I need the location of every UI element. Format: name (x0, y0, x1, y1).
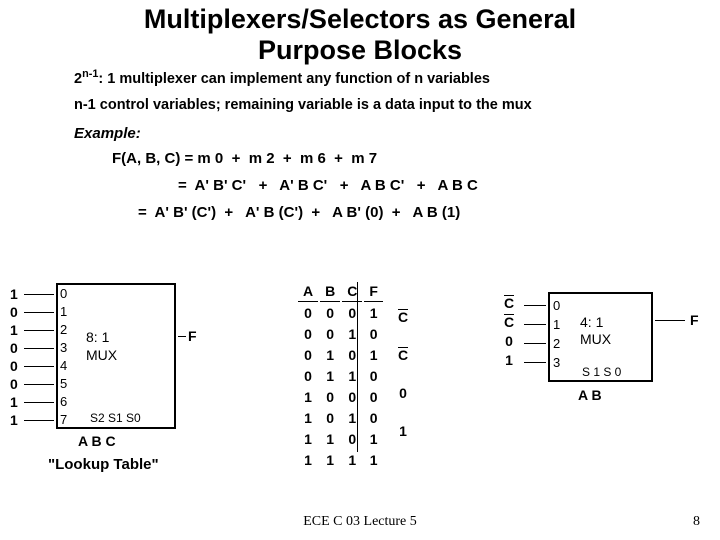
mux8-input-wire (24, 366, 54, 367)
mux4-input-index: 0123 (553, 296, 560, 372)
lookup-caption: "Lookup Table" (48, 456, 159, 473)
mux4-input-wire (524, 343, 546, 344)
mux8-input-wire (24, 402, 54, 403)
diagram-area: 10100011 01234567 8: 1MUX F S2 S1 S0 A B… (0, 280, 720, 520)
mux8-input-wire (24, 330, 54, 331)
mux8-input-wire (24, 312, 54, 313)
truth-table-grouped-f: CC01 (398, 298, 408, 450)
statement-line-2: n-1 control variables; remaining variabl… (74, 97, 720, 113)
mux8-label: 8: 1MUX (86, 328, 117, 364)
page-number: 8 (693, 514, 700, 530)
mux8-select-labels: S2 S1 S0 (90, 411, 141, 425)
mux4-input-wire (524, 362, 546, 363)
equation-3: = A' B' (C') + A' B (C') + A B' (0) + A … (138, 204, 720, 221)
mux4-select-labels: S 1 S 0 (582, 365, 621, 379)
truth-table: ABCF00010010010101101000101011011111 (296, 280, 385, 472)
slide-title: Multiplexers/Selectors as General Purpos… (0, 0, 720, 66)
mux8-input-wire (24, 348, 54, 349)
equation-1: F(A, B, C) = m 0 + m 2 + m 6 + m 7 (112, 150, 720, 167)
mux8-input-wire (24, 294, 54, 295)
mux4-input-values: CC01 (504, 294, 514, 370)
mux8-input-wire (24, 420, 54, 421)
mux8-select-inputs: A B C (78, 433, 116, 449)
mux4-select-inputs: A B (578, 387, 602, 403)
mux8-output-wire (178, 336, 186, 337)
statement-line-1: 2n-1: 1 multiplexer can implement any fu… (74, 68, 720, 87)
mux4-label: 4: 1MUX (580, 314, 611, 348)
mux8-input-index: 01234567 (60, 285, 67, 429)
mux8-input-values: 10100011 (10, 285, 18, 429)
mux8-output-label: F (188, 328, 197, 344)
mux4-input-wire (524, 324, 546, 325)
example-label: Example: (74, 125, 720, 142)
mux8-input-wire (24, 384, 54, 385)
truth-table-divider (357, 282, 358, 452)
mux4-input-wire (524, 305, 546, 306)
mux4-output-wire (655, 320, 685, 321)
mux4-output-label: F (690, 312, 699, 328)
footer-text: ECE C 03 Lecture 5 (0, 514, 720, 530)
equation-2: = A' B' C' + A' B C' + A B C' + A B C (178, 177, 720, 194)
